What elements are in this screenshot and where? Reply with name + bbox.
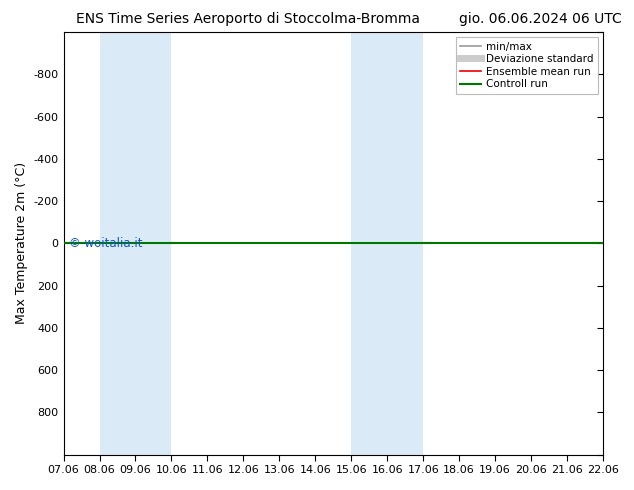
Bar <box>100 32 136 455</box>
Bar <box>351 32 387 455</box>
Text: gio. 06.06.2024 06 UTC: gio. 06.06.2024 06 UTC <box>458 12 621 26</box>
Bar <box>387 32 424 455</box>
Bar <box>136 32 171 455</box>
Legend: min/max, Deviazione standard, Ensemble mean run, Controll run: min/max, Deviazione standard, Ensemble m… <box>456 37 598 94</box>
Text: ENS Time Series Aeroporto di Stoccolma-Bromma: ENS Time Series Aeroporto di Stoccolma-B… <box>76 12 420 26</box>
Text: © woitalia.it: © woitalia.it <box>69 237 143 250</box>
Y-axis label: Max Temperature 2m (°C): Max Temperature 2m (°C) <box>15 162 28 324</box>
